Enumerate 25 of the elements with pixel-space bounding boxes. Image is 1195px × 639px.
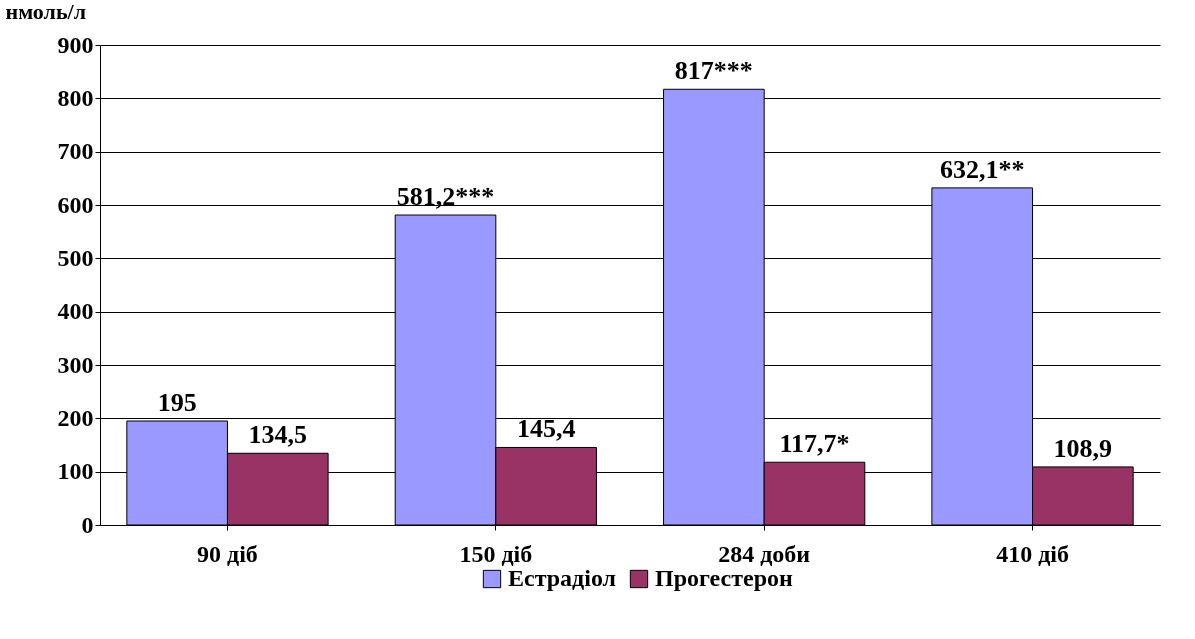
x-tick-label: 284 доби <box>718 540 811 567</box>
y-tick-label: 600 <box>57 191 94 218</box>
y-tick-label: 400 <box>57 298 94 325</box>
data-label: 134,5 <box>248 420 308 450</box>
y-tick-label: 500 <box>57 244 94 271</box>
data-label: 632,1** <box>939 154 1025 184</box>
y-axis-title: нмоль/л <box>5 0 87 24</box>
y-tick-label: 700 <box>57 138 94 165</box>
y-tick-label: 300 <box>57 351 94 378</box>
data-label: 117,7* <box>779 429 850 459</box>
x-tick-label: 90 діб <box>197 540 258 567</box>
x-tick-label: 410 діб <box>996 540 1069 567</box>
y-tick-label: 900 <box>57 31 94 58</box>
x-tick-label: 150 діб <box>459 540 533 567</box>
data-label: 817*** <box>674 56 753 86</box>
legend-label: Прогестерон <box>655 565 793 591</box>
y-tick-label: 100 <box>57 458 94 485</box>
y-tick-label: 200 <box>57 404 94 431</box>
legend-label: Естрадіол <box>508 565 617 591</box>
data-label: 145,4 <box>516 414 576 444</box>
y-tick-label: 800 <box>57 84 94 111</box>
y-tick-label: 0 <box>81 511 94 538</box>
data-label: 581,2*** <box>396 182 495 212</box>
data-label: 108,9 <box>1053 433 1113 463</box>
data-label: 195 <box>157 388 197 417</box>
